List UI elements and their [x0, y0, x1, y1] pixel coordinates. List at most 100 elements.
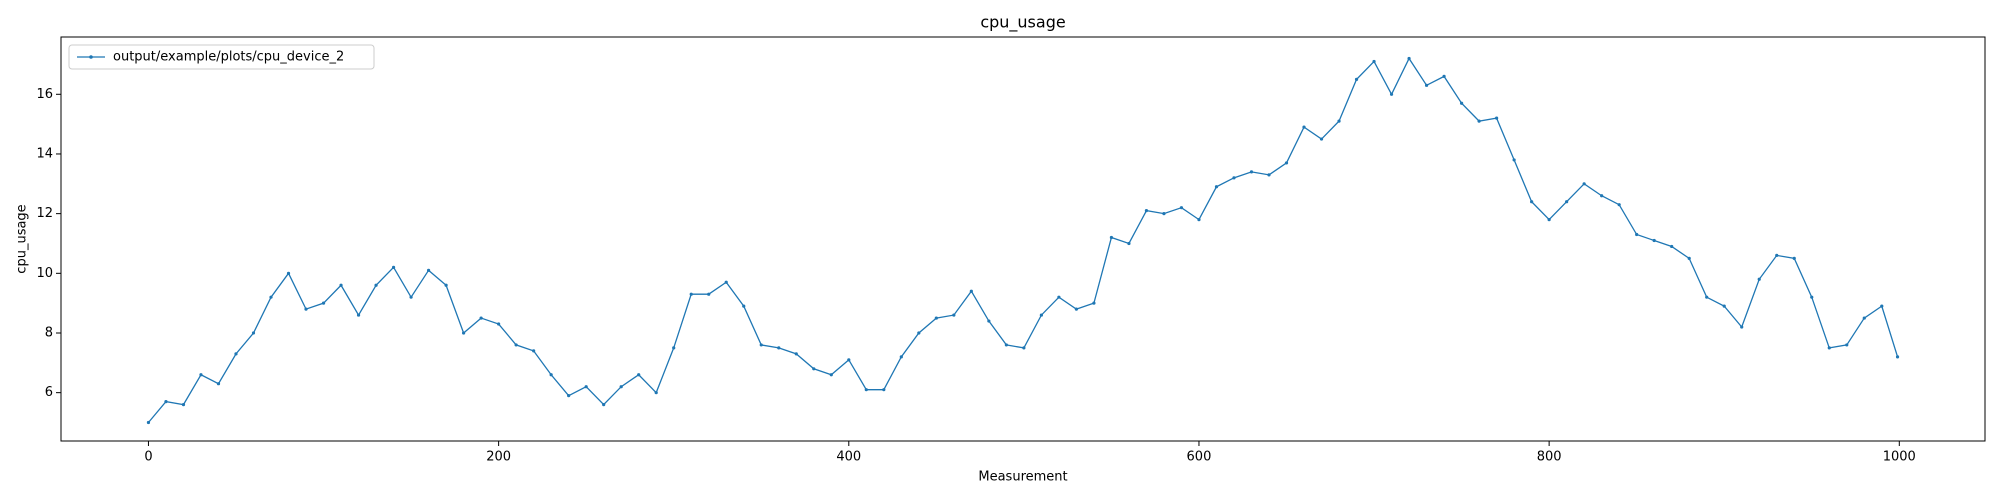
y-tick-label: 14 — [36, 146, 53, 161]
legend: output/example/plots/cpu_device_2 — [68, 44, 375, 70]
data-point — [1459, 101, 1464, 105]
data-point — [409, 295, 413, 299]
data-point — [1389, 92, 1394, 96]
data-point — [497, 322, 501, 326]
data-point — [1022, 346, 1026, 350]
data-point — [759, 343, 763, 347]
y-tick-label: 10 — [36, 266, 53, 281]
data-point — [1512, 158, 1516, 162]
x-tick-label: 0 — [144, 450, 152, 465]
data-point — [584, 385, 588, 389]
data-point — [444, 283, 448, 287]
data-point — [1477, 119, 1481, 123]
data-point — [987, 319, 991, 323]
data-point — [1495, 116, 1499, 120]
data-point — [462, 331, 466, 335]
data-point — [882, 388, 886, 392]
data-point — [1372, 59, 1376, 64]
legend-marker — [89, 55, 93, 59]
data-point — [514, 343, 518, 347]
data-point — [637, 373, 641, 377]
data-point — [1810, 295, 1814, 299]
data-point — [1354, 77, 1359, 81]
data-point — [286, 271, 291, 275]
data-point — [1895, 355, 1900, 359]
data-point — [1162, 212, 1166, 216]
data-point — [1722, 304, 1726, 308]
data-point — [1004, 343, 1008, 347]
data-point — [146, 420, 151, 425]
data-point — [1740, 325, 1744, 329]
data-point — [479, 316, 483, 320]
data-point — [1775, 253, 1779, 258]
chart-title: cpu_usage — [980, 13, 1065, 33]
data-point — [269, 295, 273, 299]
data-point — [1319, 137, 1324, 141]
data-point — [1757, 277, 1761, 281]
data-point — [724, 280, 728, 284]
data-point — [304, 307, 308, 311]
data-point — [1197, 218, 1201, 222]
data-point — [952, 313, 956, 317]
data-point — [707, 292, 711, 296]
data-point — [1039, 313, 1043, 317]
data-point — [829, 373, 833, 377]
data-point — [321, 301, 326, 305]
data-point — [1582, 182, 1586, 186]
data-point — [1547, 218, 1551, 222]
data-point — [181, 402, 186, 407]
y-tick-label: 16 — [36, 87, 53, 102]
y-tick-label: 8 — [45, 325, 53, 340]
data-point — [1635, 232, 1639, 237]
y-tick-label: 6 — [45, 385, 53, 400]
data-point — [426, 268, 431, 272]
data-point — [1600, 194, 1604, 198]
data-point — [1337, 119, 1341, 123]
x-tick-label: 800 — [1537, 450, 1562, 465]
data-point — [532, 349, 536, 353]
data-point — [864, 388, 868, 392]
data-point — [1057, 295, 1061, 299]
data-point — [1705, 295, 1709, 299]
data-point — [1302, 125, 1306, 129]
y-tick-label: 12 — [36, 206, 53, 221]
y-axis-label: cpu_usage — [15, 204, 30, 273]
data-point — [602, 402, 606, 407]
data-point — [1127, 241, 1131, 246]
data-point — [567, 394, 571, 398]
x-tick-label: 400 — [836, 450, 861, 465]
data-point — [1687, 256, 1691, 260]
data-point — [654, 391, 658, 395]
data-point — [969, 289, 973, 293]
data-point — [164, 400, 168, 404]
x-tick-label: 1000 — [1883, 450, 1916, 465]
data-point — [1424, 83, 1429, 87]
data-point — [1214, 185, 1219, 189]
data-point — [1827, 346, 1831, 350]
data-line — [147, 57, 1899, 423]
data-point — [619, 385, 623, 389]
data-point — [1109, 235, 1114, 240]
plot-frame — [60, 36, 1986, 442]
data-point — [1267, 173, 1271, 177]
data-point — [234, 352, 238, 356]
data-point — [356, 313, 361, 317]
data-point — [742, 304, 746, 308]
data-point — [1074, 307, 1079, 311]
x-axis-label: Measurement — [978, 470, 1067, 485]
data-point — [1617, 203, 1621, 207]
data-point — [847, 358, 851, 362]
data-point — [1792, 256, 1796, 260]
data-point — [794, 352, 798, 356]
data-point — [1232, 176, 1236, 180]
data-point — [1179, 206, 1184, 210]
data-point — [899, 355, 903, 359]
data-point — [1670, 244, 1674, 249]
data-point — [216, 382, 221, 386]
data-point — [672, 346, 676, 350]
data-point — [1652, 238, 1656, 243]
data-point — [1092, 301, 1096, 305]
data-point — [1565, 200, 1569, 204]
data-point — [1284, 161, 1289, 165]
